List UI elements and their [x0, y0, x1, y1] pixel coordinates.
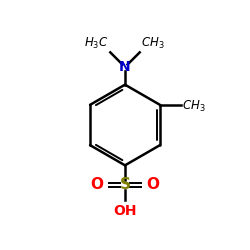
- Text: N: N: [119, 60, 131, 74]
- Text: $CH_3$: $CH_3$: [141, 36, 165, 51]
- Text: $CH_3$: $CH_3$: [182, 98, 206, 114]
- Text: O: O: [91, 178, 104, 192]
- Text: $H_3C$: $H_3C$: [84, 36, 109, 51]
- Text: OH: OH: [113, 204, 137, 218]
- Text: O: O: [146, 178, 159, 192]
- Text: S: S: [120, 178, 130, 192]
